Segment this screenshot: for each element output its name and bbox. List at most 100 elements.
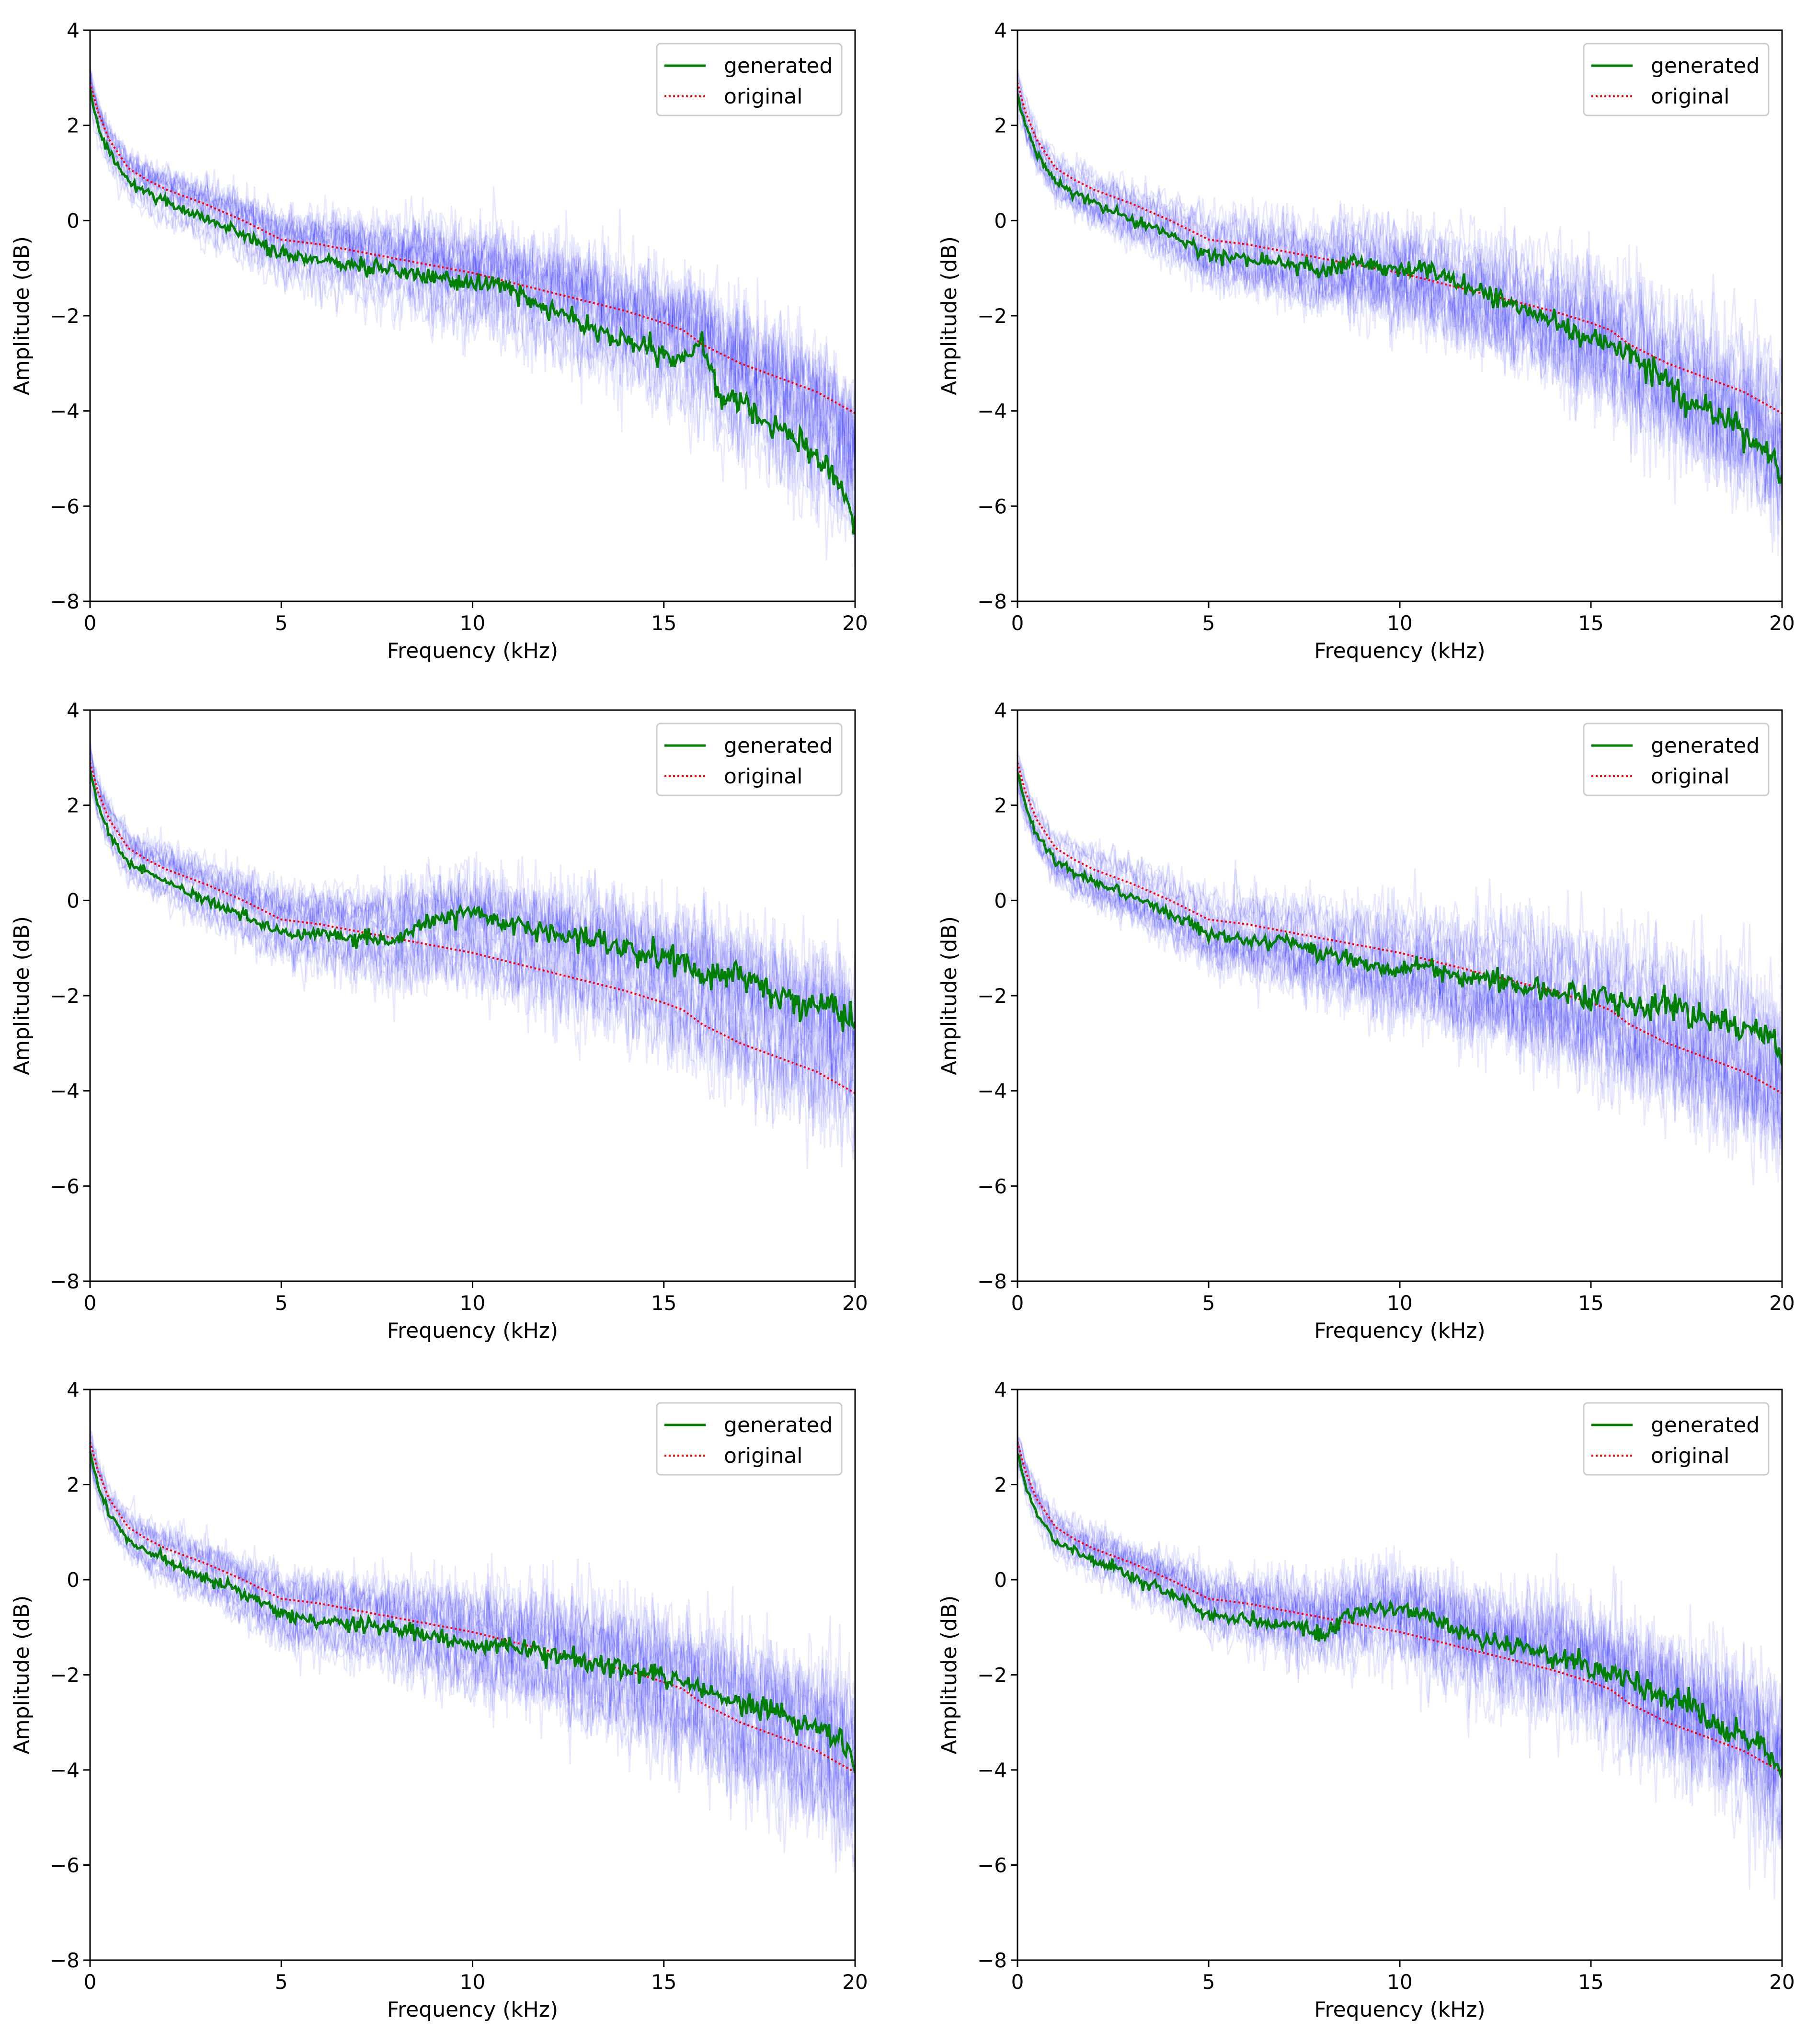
y-axis-label: Amplitude (dB) [937,916,961,1075]
sample-curve [90,84,855,511]
sample-curve [1017,762,1782,1081]
legend-original-label: original [1651,84,1729,109]
x-tick-label: 20 [842,1970,868,1994]
sample-curve [1017,776,1782,1142]
sample-curve [1017,1437,1782,1800]
sample-curve [90,69,855,471]
x-tick-label: 20 [1769,1291,1795,1315]
y-axis-label: Amplitude (dB) [10,1596,34,1755]
y-tick-label: −2 [977,304,1007,328]
y-tick-label: −8 [977,590,1007,613]
sample-curve [1017,778,1782,1173]
x-axis-label: Frequency (kHz) [1314,1319,1485,1343]
series-original-line [1017,82,1782,414]
sample-curve [90,1444,855,1847]
sample-curve [1017,69,1782,446]
sample-curve [1017,759,1782,1079]
plot-area [1017,1425,1782,1900]
x-axis-label: Frequency (kHz) [1314,639,1485,663]
x-tick-label: 20 [842,1291,868,1315]
y-tick-label: −2 [50,304,80,328]
legend-generated-label: generated [1651,54,1760,78]
sample-curve [1017,85,1782,468]
sample-curve [90,1428,855,1797]
x-tick-label: 5 [1202,1291,1215,1315]
x-tick-label: 15 [1578,611,1603,635]
x-tick-label: 10 [460,1291,485,1315]
x-tick-label: 15 [1578,1291,1603,1315]
sample-curve [1017,78,1782,451]
sample-curve [1017,99,1782,505]
sample-curve [90,1447,855,1803]
sample-curve [1017,781,1782,1153]
y-tick-label: −8 [977,1949,1007,1972]
y-axis-label: Amplitude (dB) [10,236,34,395]
y-tick-label: −8 [50,1949,80,1972]
x-tick-label: 0 [1011,1291,1024,1315]
sample-curve [90,783,855,1160]
legend-original-label: original [724,1444,802,1468]
x-tick-label: 20 [1769,1970,1795,1994]
sample-curve [90,93,855,526]
x-tick-label: 15 [651,1291,676,1315]
sample-curve [1017,1437,1782,1767]
y-tick-label: 0 [994,209,1007,232]
legend-generated-label: generated [724,734,833,758]
sample-curve [90,1453,855,1854]
y-tick-label: 0 [67,209,80,232]
sample-curve [1017,100,1782,553]
legend-original-label: original [724,84,802,109]
sample-curve [90,750,855,1063]
sample-curve [90,102,855,572]
legend: generated original [1583,1402,1770,1476]
legend: generated original [656,43,843,116]
sample-curve [90,780,855,1133]
y-axis-label: Amplitude (dB) [937,1596,961,1755]
x-tick-label: 5 [1202,1970,1215,1994]
y-tick-label: 2 [67,794,80,817]
sample-curve [90,1451,855,1862]
legend-box [656,723,843,796]
y-tick-label: 4 [67,699,80,722]
series-original-line [1017,1441,1782,1773]
sample-curve [90,757,855,1063]
plot-area [90,63,855,572]
x-axis-label: Frequency (kHz) [1314,1998,1485,2022]
y-tick-label: −6 [977,494,1007,518]
sample-curve [90,1422,855,1755]
sample-curve [1017,84,1782,466]
sample-curve [90,77,855,471]
y-tick-label: −6 [977,1174,1007,1198]
legend: generated original [1583,723,1770,796]
sample-curve [90,1456,855,1873]
sample-curve [90,81,855,457]
legend-box [656,43,843,116]
sample-curves [1017,66,1782,556]
sample-curve [1017,766,1782,1130]
chart-panel-middle-right: 0 5 10 15 20 −8 −6 −4 −2 0 2 4 Frequency (kHz) Amplit… [937,699,1795,1343]
sample-curve [90,78,855,516]
x-tick-label: 5 [275,1970,288,1994]
sample-curve [90,773,855,1112]
x-tick-label: 10 [460,611,485,635]
sample-curve [1017,772,1782,1114]
sample-curve [90,761,855,1089]
sample-curve [90,777,855,1147]
series-generated-line [1017,1453,1782,1779]
x-axis-label: Frequency (kHz) [387,1319,558,1343]
y-tick-label: −8 [50,1270,80,1293]
legend-box [1583,1402,1770,1476]
legend-original-label: original [1651,764,1729,789]
sample-curve [90,1456,855,1862]
y-tick-label: −6 [50,494,80,518]
y-tick-label: −2 [50,1664,80,1687]
sample-curve [1017,92,1782,493]
sample-curve [1017,114,1782,556]
sample-curve [1017,94,1782,542]
y-tick-label: 2 [994,114,1007,138]
y-tick-label: −6 [50,1174,80,1198]
sample-curve [1017,1444,1782,1839]
sample-curve [1017,774,1782,1183]
legend-generated-label: generated [1651,734,1760,758]
